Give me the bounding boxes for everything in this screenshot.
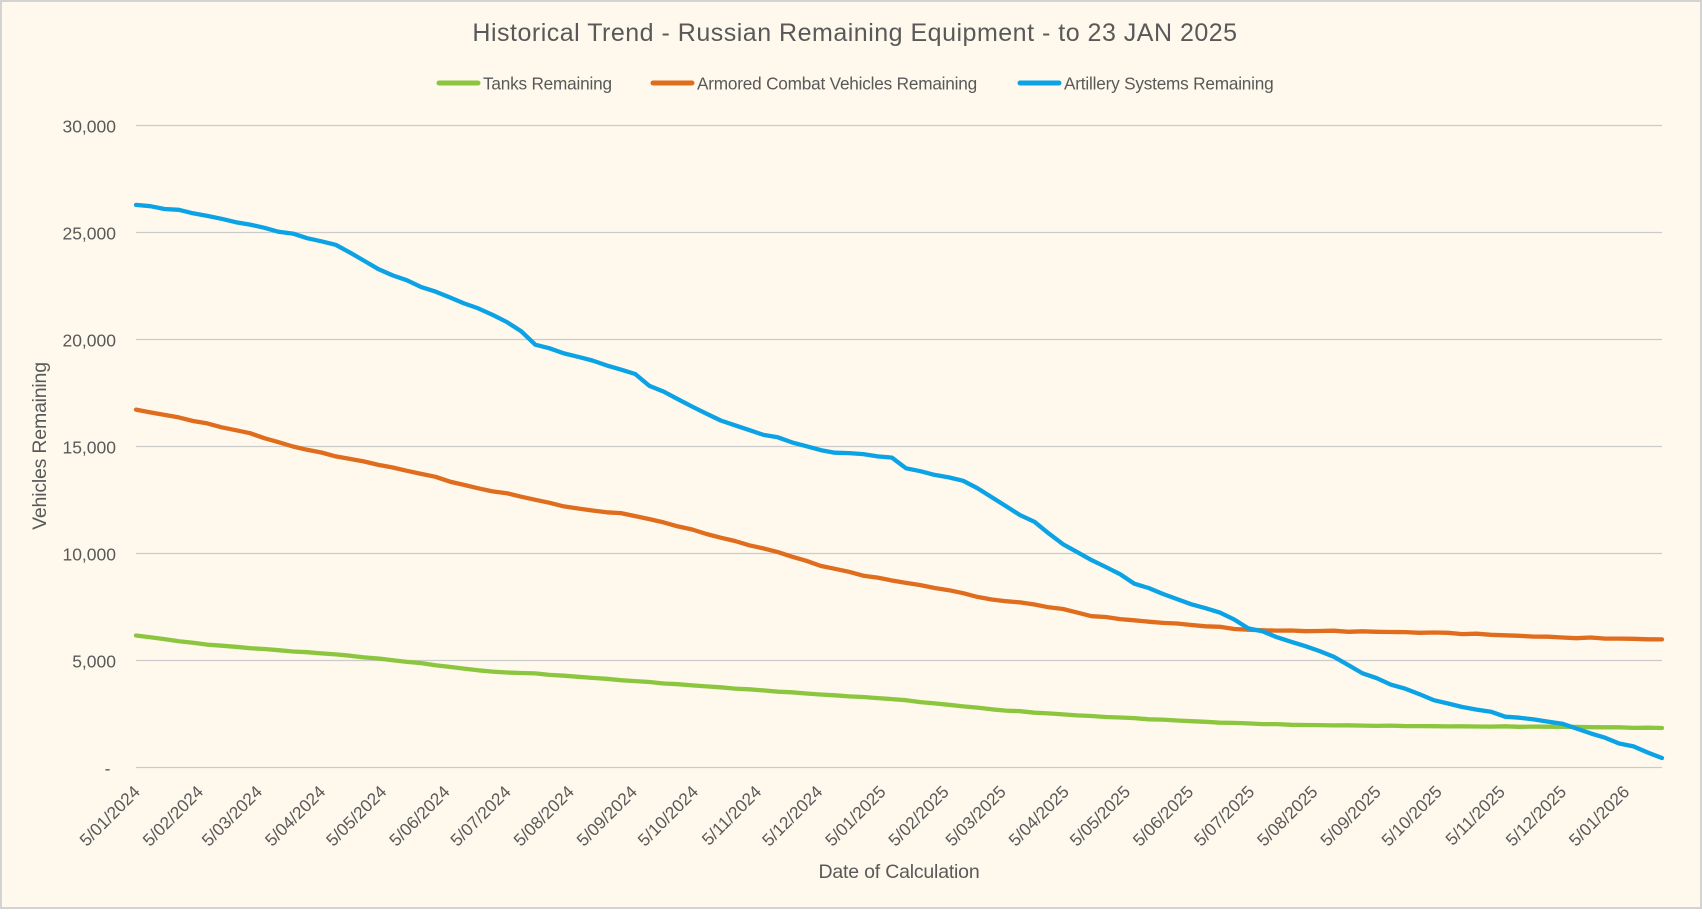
svg-text:Historical Trend - Russian Rem: Historical Trend - Russian Remaining Equ…	[472, 19, 1237, 47]
svg-text:-: -	[105, 758, 111, 778]
svg-text:Vehicles Remaining: Vehicles Remaining	[29, 362, 51, 530]
svg-text:Armored Combat Vehicles Remain: Armored Combat Vehicles Remaining	[697, 73, 977, 93]
svg-text:Tanks Remaining: Tanks Remaining	[483, 73, 612, 93]
svg-text:25,000: 25,000	[62, 223, 116, 243]
svg-text:10,000: 10,000	[62, 544, 116, 564]
svg-text:5,000: 5,000	[72, 651, 116, 671]
svg-text:30,000: 30,000	[62, 116, 116, 136]
svg-text:Artillery Systems Remaining: Artillery Systems Remaining	[1064, 73, 1274, 93]
svg-text:Date of Calculation: Date of Calculation	[819, 861, 980, 883]
svg-text:15,000: 15,000	[62, 437, 116, 457]
svg-text:20,000: 20,000	[62, 330, 116, 350]
